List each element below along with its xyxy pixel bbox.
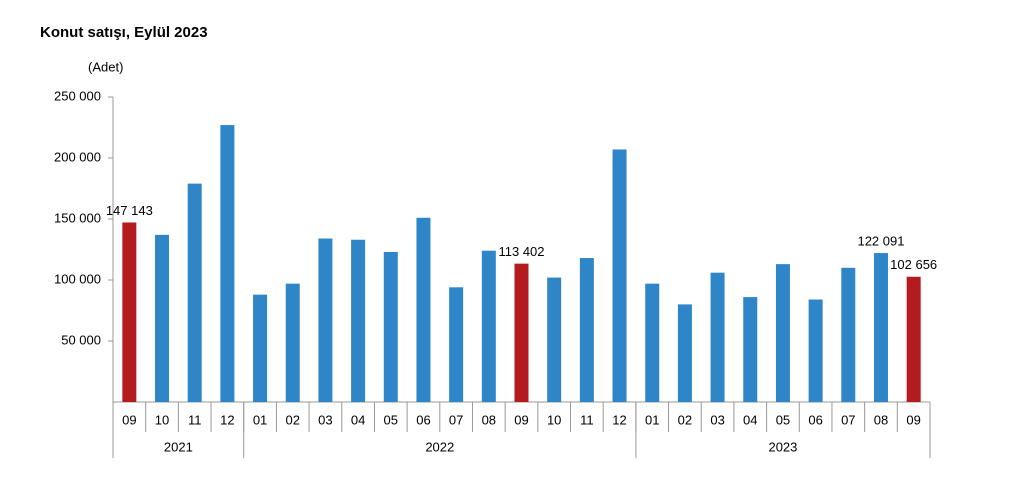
y-tick-label: 150 000 — [54, 210, 101, 225]
x-tick-label: 04 — [743, 412, 757, 427]
chart-title: Konut satışı, Eylül 2023 — [40, 24, 208, 41]
y-tick-label: 100 000 — [54, 271, 101, 286]
x-tick-label: 01 — [645, 412, 659, 427]
y-tick-label: 200 000 — [54, 149, 101, 164]
bar — [351, 239, 366, 402]
bar — [122, 222, 137, 402]
x-tick-label: 09 — [122, 412, 136, 427]
bar — [253, 294, 268, 402]
y-tick-label: 50 000 — [61, 332, 101, 347]
bar — [285, 283, 300, 402]
x-tick-label: 03 — [710, 412, 724, 427]
bar — [808, 299, 823, 402]
bar — [220, 125, 235, 402]
bar — [481, 250, 496, 402]
bar — [873, 253, 888, 402]
x-tick-label: 02 — [678, 412, 692, 427]
bar — [449, 287, 464, 402]
bar — [677, 304, 692, 402]
bar — [645, 283, 660, 402]
x-tick-label: 10 — [155, 412, 169, 427]
bar — [775, 264, 790, 402]
x-tick-label: 10 — [547, 412, 561, 427]
group-label: 2023 — [768, 439, 797, 454]
bar — [318, 238, 333, 402]
x-tick-label: 05 — [384, 412, 398, 427]
bar — [514, 263, 529, 402]
x-tick-label: 09 — [906, 412, 920, 427]
x-tick-label: 12 — [220, 412, 234, 427]
bar — [612, 149, 627, 402]
x-tick-label: 05 — [776, 412, 790, 427]
group-label: 2022 — [425, 439, 454, 454]
x-tick-label: 06 — [416, 412, 430, 427]
bar — [906, 276, 921, 402]
y-tick-label: 250 000 — [54, 88, 101, 103]
x-tick-label: 12 — [612, 412, 626, 427]
value-label: 102 656 — [890, 257, 937, 272]
x-tick-label: 11 — [188, 412, 202, 427]
bar — [155, 234, 170, 402]
bar — [841, 267, 856, 402]
x-tick-label: 07 — [841, 412, 855, 427]
x-tick-label: 01 — [253, 412, 267, 427]
x-tick-label: 08 — [482, 412, 496, 427]
bar — [383, 251, 398, 402]
x-tick-label: 08 — [874, 412, 888, 427]
x-tick-label: 11 — [580, 412, 594, 427]
x-tick-label: 09 — [514, 412, 528, 427]
x-tick-label: 04 — [351, 412, 365, 427]
bar — [579, 258, 594, 402]
y-axis-label: (Adet) — [88, 59, 123, 74]
value-label: 113 402 — [498, 244, 544, 259]
bar — [416, 217, 431, 402]
x-tick-label: 02 — [286, 412, 300, 427]
bar — [743, 297, 758, 402]
bar — [710, 272, 725, 402]
x-tick-label: 07 — [449, 412, 463, 427]
bar — [187, 183, 202, 402]
group-label: 2021 — [164, 439, 193, 454]
value-label: 122 091 — [857, 233, 904, 248]
x-tick-label: 06 — [808, 412, 822, 427]
x-tick-label: 03 — [318, 412, 332, 427]
value-label: 147 143 — [106, 203, 153, 218]
bar — [547, 277, 562, 402]
